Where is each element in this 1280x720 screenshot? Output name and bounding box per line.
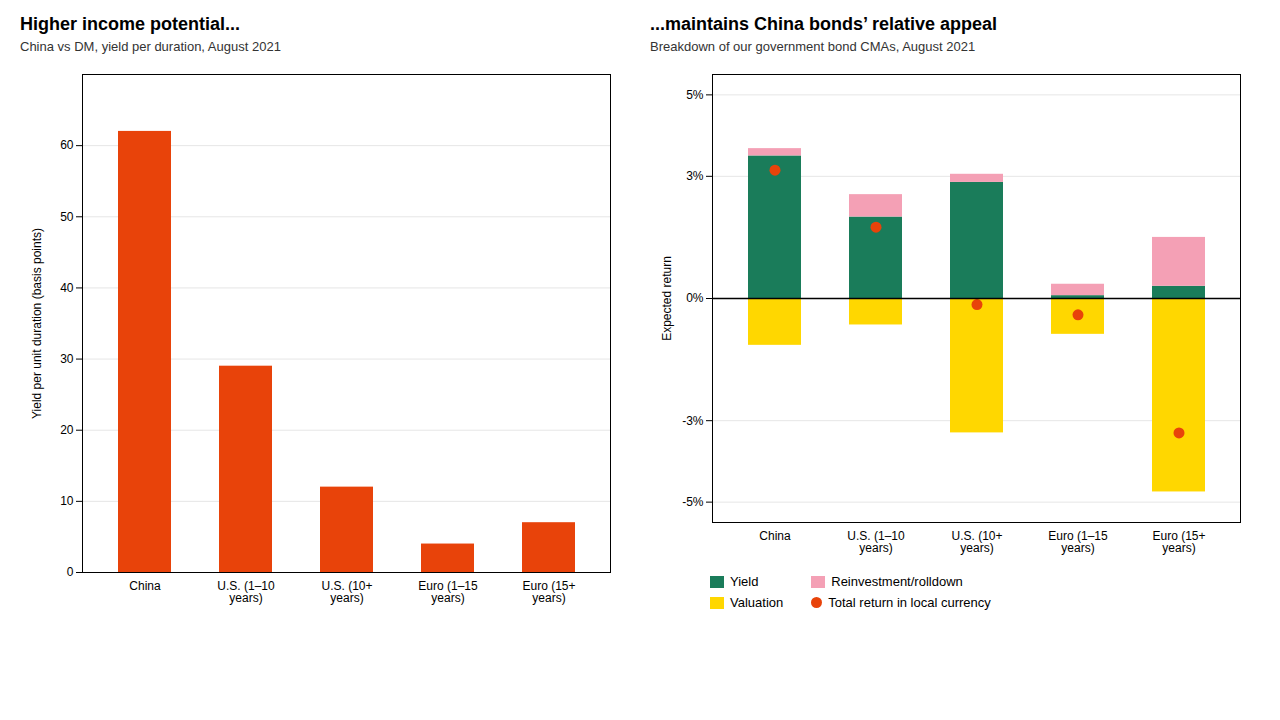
svg-text:U.S. (10+years): U.S. (10+years) [951,529,1002,555]
svg-text:10: 10 [60,494,74,508]
svg-text:U.S. (1–10years): U.S. (1–10years) [847,529,905,555]
html-text:China vs DM, yield per duratio: China vs DM, yield per duration, August … [20,39,281,54]
svg-text:Yield per unit duration (basis: Yield per unit duration (basis points) [30,228,44,419]
svg-text:Euro (15+years): Euro (15+years) [522,579,575,605]
svg-text:40: 40 [60,281,74,295]
svg-text:50: 50 [60,210,74,224]
html-text:Valuation: Valuation [730,595,784,610]
html-text:Yield: Yield [730,574,759,589]
svg-text:20: 20 [60,423,74,437]
svg-text:China: China [759,529,791,543]
svg-text:U.S. (1–10years): U.S. (1–10years) [217,579,275,605]
svg-text:60: 60 [60,138,74,152]
svg-text:3%: 3% [686,169,704,183]
svg-text:-5%: -5% [682,495,704,509]
svg-text:30: 30 [60,352,74,366]
svg-text:Euro (1–15years): Euro (1–15years) [418,579,478,605]
html-text:...maintains China bonds’ rela: ...maintains China bonds’ relative appea… [650,14,998,34]
svg-text:Euro (1–15years): Euro (1–15years) [1048,529,1108,555]
html-text:Reinvestment/rolldown: Reinvestment/rolldown [831,574,963,589]
svg-text:-3%: -3% [682,414,704,428]
html-text:Breakdown of our government bo: Breakdown of our government bond CMAs, A… [650,39,976,54]
svg-text:China: China [129,579,161,593]
svg-text:0%: 0% [686,291,704,305]
svg-text:Euro (15+years): Euro (15+years) [1152,529,1205,555]
html-text:Higher income potential...: Higher income potential... [20,14,240,34]
svg-text:5%: 5% [686,88,704,102]
svg-text:Expected return: Expected return [660,256,674,341]
html-text:Total return in local currency: Total return in local currency [828,595,991,610]
svg-text:0: 0 [67,565,74,579]
svg-text:U.S. (10+years): U.S. (10+years) [321,579,372,605]
